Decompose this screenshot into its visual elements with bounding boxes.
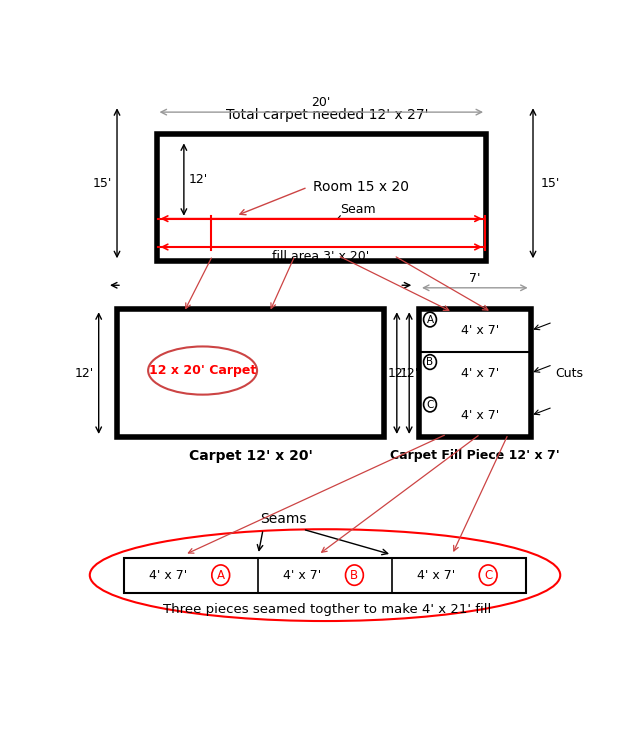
Text: C: C bbox=[484, 569, 492, 581]
Text: 4' x 7': 4' x 7' bbox=[150, 569, 188, 581]
Text: B: B bbox=[426, 357, 434, 367]
Text: Seams: Seams bbox=[259, 512, 306, 526]
Text: B: B bbox=[350, 569, 358, 581]
Text: fill area 3' x 20': fill area 3' x 20' bbox=[272, 250, 369, 263]
Text: Room 15 x 20: Room 15 x 20 bbox=[312, 180, 408, 194]
Text: 12': 12' bbox=[75, 367, 94, 380]
Text: A: A bbox=[426, 314, 434, 325]
Text: Seam: Seam bbox=[340, 203, 376, 216]
Bar bbox=[157, 134, 486, 261]
Text: Three pieces seamed togther to make 4' x 21' fill: Three pieces seamed togther to make 4' x… bbox=[164, 603, 491, 616]
Text: 12': 12' bbox=[387, 367, 407, 380]
Text: 15': 15' bbox=[93, 177, 112, 190]
Bar bbox=[125, 558, 526, 592]
Text: 4' x 7': 4' x 7' bbox=[417, 569, 455, 581]
Ellipse shape bbox=[148, 347, 257, 394]
Text: 20': 20' bbox=[312, 96, 331, 109]
Text: 4' x 7': 4' x 7' bbox=[283, 569, 321, 581]
Text: 7': 7' bbox=[469, 272, 481, 285]
Text: 12': 12' bbox=[189, 173, 208, 186]
Bar bbox=[117, 309, 385, 437]
Text: Carpet Fill Piece 12' x 7': Carpet Fill Piece 12' x 7' bbox=[390, 449, 560, 462]
Text: 12': 12' bbox=[399, 367, 419, 380]
Text: 4' x 7': 4' x 7' bbox=[461, 324, 499, 337]
Text: A: A bbox=[217, 569, 225, 581]
Text: Carpet 12' x 20': Carpet 12' x 20' bbox=[189, 449, 312, 464]
Bar bbox=[419, 309, 530, 437]
Text: 4' x 7': 4' x 7' bbox=[461, 409, 499, 422]
Text: C: C bbox=[426, 400, 434, 409]
Text: 15': 15' bbox=[541, 177, 560, 190]
Text: Cuts: Cuts bbox=[555, 367, 583, 380]
Text: 12 x 20' Carpet: 12 x 20' Carpet bbox=[149, 364, 256, 377]
Text: 4' x 7': 4' x 7' bbox=[461, 367, 499, 380]
Text: Total carpet needed 12' x 27': Total carpet needed 12' x 27' bbox=[226, 108, 429, 122]
